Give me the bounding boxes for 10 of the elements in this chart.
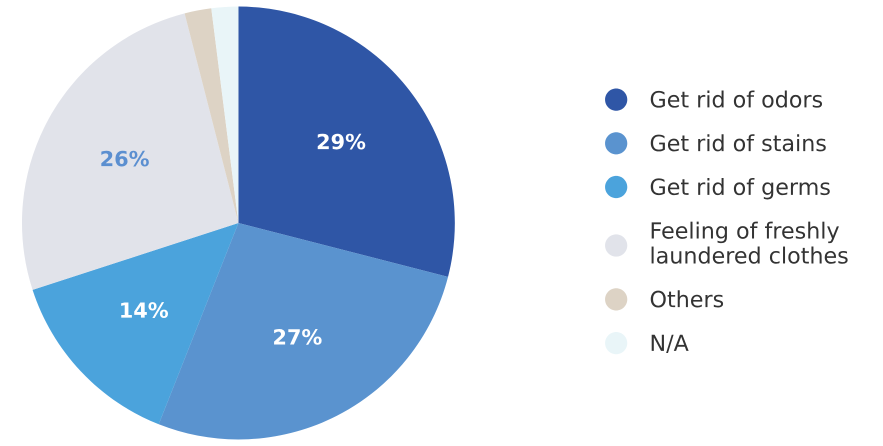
legend-label: N/A bbox=[652, 334, 689, 353]
legend-label: Others bbox=[650, 290, 724, 308]
legend-label: Get rid of odors bbox=[650, 90, 822, 108]
data-label: 29% bbox=[318, 134, 366, 150]
legend-label: Get rid of stains bbox=[650, 134, 826, 152]
data-label: 14% bbox=[121, 302, 168, 318]
legend-label: Get rid of germs bbox=[650, 178, 830, 200]
data-label: 27% bbox=[274, 328, 322, 345]
data-label: 26% bbox=[101, 150, 149, 166]
legend-label: Feeling of freshly laundered clothes bbox=[652, 222, 848, 264]
